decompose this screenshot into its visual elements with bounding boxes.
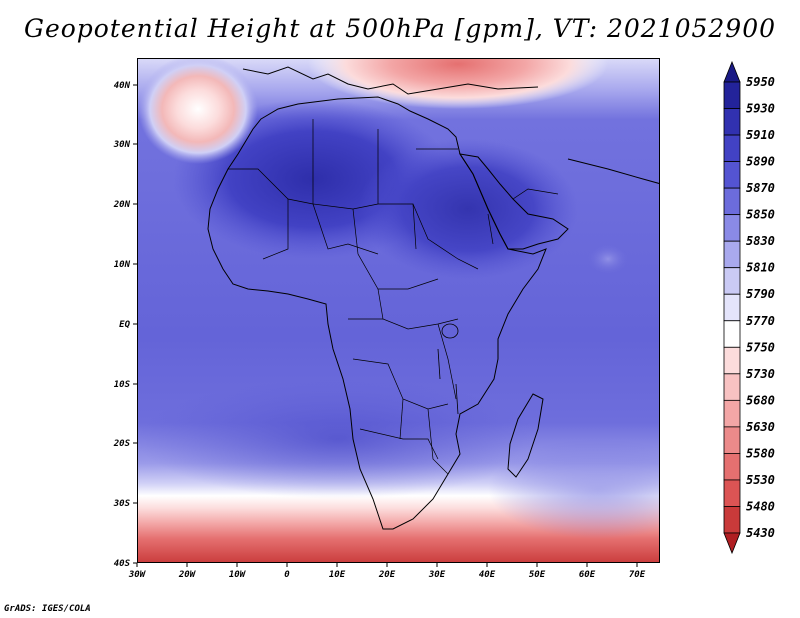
colorbar-swatch <box>723 532 741 555</box>
colorbar-swatch <box>723 81 741 109</box>
colorbar-swatch <box>723 346 741 375</box>
colorbar-level-label: 5680 <box>746 393 775 407</box>
border-line <box>312 119 379 210</box>
colorbar-swatch <box>723 293 741 322</box>
border-line <box>312 203 379 255</box>
border-line <box>377 288 459 330</box>
europe-coastline <box>242 66 539 95</box>
trough-mediterranean <box>308 59 608 109</box>
border-line <box>512 188 559 200</box>
colorbar-level-label: 5430 <box>746 526 775 540</box>
border-line <box>399 398 404 440</box>
plot-title: Geopotential Height at 500hPa [gpm], VT:… <box>23 14 777 43</box>
colorbar-level-label: 5850 <box>746 208 775 222</box>
border-line <box>228 168 314 205</box>
colorbar-swatch <box>723 161 741 189</box>
colorbar-level-label: 5480 <box>746 499 775 513</box>
colorbar-swatch <box>723 134 741 162</box>
colorbar-level-label: 5870 <box>746 181 775 195</box>
border-line <box>487 213 494 245</box>
colorbar-labels: 5950 5930 5910 5890 5870 5850 5830 5810 5790 5770… <box>746 75 775 540</box>
colorbar-level-label: 5950 <box>746 75 775 89</box>
colorbar-level-label: 5890 <box>746 155 775 169</box>
border-line <box>262 199 289 260</box>
colorbar-level-label: 5750 <box>746 340 775 354</box>
colorbar-level-label: 5730 <box>746 367 775 381</box>
lake-victoria <box>441 323 459 339</box>
lakes <box>437 323 459 415</box>
colorbar-level-label: 5810 <box>746 261 775 275</box>
arabia-coastline <box>458 153 569 250</box>
colorbar-swatches <box>723 60 741 555</box>
ridge-south-atlantic <box>138 379 538 499</box>
border-line <box>359 428 439 460</box>
border-line <box>412 203 479 270</box>
lake-malawi <box>455 383 459 415</box>
colorbar-swatch <box>723 506 741 534</box>
colorbar-swatch <box>723 453 741 481</box>
colorbar-swatch <box>723 240 741 269</box>
colorbar-level-label: 5790 <box>746 287 775 301</box>
light-patch-arabian-sea <box>588 244 628 274</box>
india-coastline <box>567 158 659 184</box>
colorbar-swatch <box>723 479 741 507</box>
colorbar-swatch <box>723 187 741 216</box>
madagascar-coastline <box>507 393 544 478</box>
colorbar-swatch <box>723 373 741 401</box>
colorbar-swatch <box>723 108 741 136</box>
colorbar-level-label: 5830 <box>746 234 775 248</box>
border-line <box>377 129 417 250</box>
country-borders <box>228 119 559 475</box>
colorbar-swatch <box>723 60 741 83</box>
height-field <box>138 59 659 562</box>
light-patch-indian-ocean <box>488 439 659 539</box>
colorbar-swatch <box>723 399 741 428</box>
colorbar-level-label: 5930 <box>746 102 775 116</box>
colorbar-swatch <box>723 214 741 242</box>
colorbar-level-label: 5630 <box>746 420 775 434</box>
border-line <box>437 323 457 400</box>
grads-credit: GrADS: IGES/COLA <box>4 604 91 614</box>
border-line <box>427 408 449 475</box>
colorbar-swatch <box>723 320 741 348</box>
colorbar-level-label: 5530 <box>746 473 775 487</box>
colorbar-level-label: 5910 <box>746 128 775 142</box>
trough-northwest <box>138 59 258 164</box>
colorbar-swatch <box>723 426 741 454</box>
lake-tanganyika <box>437 348 441 380</box>
colorbar-swatch <box>723 267 741 295</box>
colorbar-level-label: 5770 <box>746 314 775 328</box>
ridge-arabia <box>358 139 578 279</box>
map-plot <box>137 58 660 563</box>
colorbar-level-label: 5580 <box>746 446 775 460</box>
